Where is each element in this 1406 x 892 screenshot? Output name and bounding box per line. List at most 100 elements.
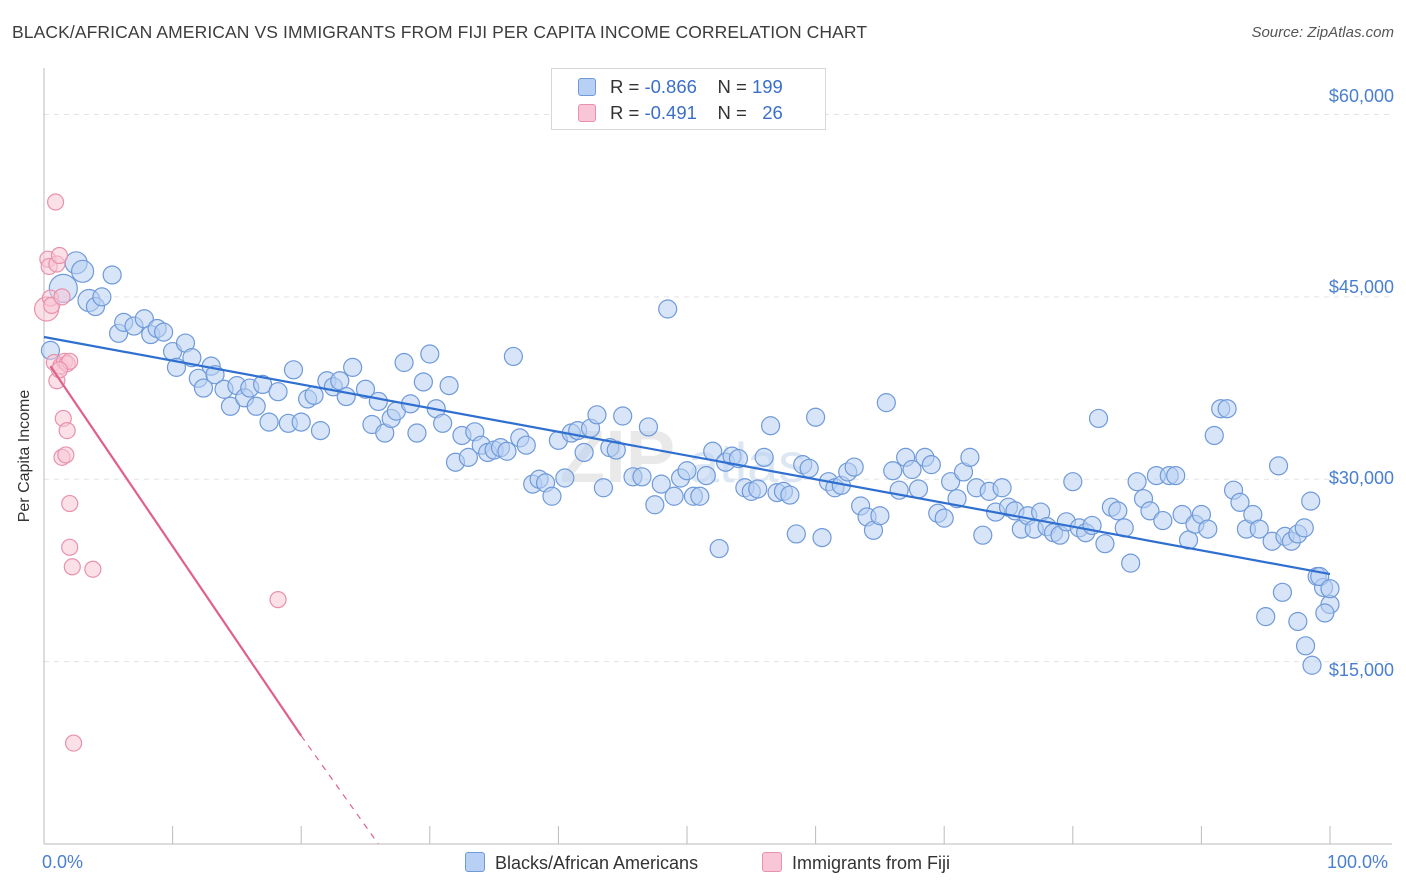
blue-data-point xyxy=(844,457,864,477)
blue-data-point xyxy=(343,357,363,377)
blue-data-point xyxy=(503,346,523,367)
blue-data-point xyxy=(1063,472,1083,492)
pink-trend-line xyxy=(49,365,303,737)
n-label: N = xyxy=(717,102,747,123)
blue-data-point xyxy=(1095,534,1115,554)
blue-data-point xyxy=(812,527,832,548)
r-value: -0.491 xyxy=(644,102,697,123)
blue-data-point xyxy=(908,479,929,499)
pink-swatch xyxy=(578,104,596,122)
blue-data-point xyxy=(153,322,174,342)
n-label: N = xyxy=(717,76,747,97)
blue-data-point xyxy=(677,461,697,481)
blue-data-point xyxy=(658,299,678,319)
blue-swatch xyxy=(578,78,596,96)
blue-data-point xyxy=(1230,492,1250,512)
pink-data-point xyxy=(61,494,79,513)
pink-data-point xyxy=(58,422,76,440)
blue-data-point xyxy=(516,435,536,455)
blue-data-point xyxy=(902,459,922,480)
blue-data-point xyxy=(870,506,890,526)
blue-data-point xyxy=(542,486,562,506)
r-value: -0.866 xyxy=(644,76,697,97)
r-label: R = xyxy=(610,76,640,97)
blue-data-point xyxy=(336,386,356,407)
blue-data-point xyxy=(259,412,279,432)
blue-data-point xyxy=(220,396,241,416)
blue-data-point xyxy=(780,485,800,505)
blue-data-point xyxy=(1198,519,1218,539)
blue-trend-line xyxy=(43,335,1331,576)
blue-data-point xyxy=(1166,465,1186,486)
blue-data-point xyxy=(1295,636,1316,656)
y-axis-label: Per Capita Income xyxy=(16,389,33,523)
blue-data-point xyxy=(960,447,980,467)
blue-data-point xyxy=(1288,611,1308,632)
pink-data-point xyxy=(53,288,71,306)
blue-data-point xyxy=(355,379,376,399)
pink-data-point xyxy=(84,560,102,578)
blue-data-point xyxy=(805,407,826,427)
blue-data-point xyxy=(709,538,729,559)
pink-swatch xyxy=(762,852,782,872)
blue-data-point xyxy=(497,441,517,461)
blue-data-point xyxy=(664,486,684,506)
blue-data-point xyxy=(876,393,896,413)
blue-data-point xyxy=(651,474,671,494)
blue-data-point xyxy=(1217,399,1237,419)
y-tick-label: $30,000 xyxy=(1328,468,1394,488)
n-value: 26 xyxy=(762,102,783,123)
pink-data-point xyxy=(50,246,69,265)
blue-data-point xyxy=(1272,582,1293,602)
pink-data-point xyxy=(46,193,65,211)
trend-lines xyxy=(43,335,1331,845)
blue-data-point xyxy=(632,467,652,487)
blue-data-point xyxy=(934,508,954,528)
blue-data-point xyxy=(992,478,1012,498)
legend-item-blacks: Blacks/African Americans xyxy=(465,852,698,874)
blue-data-point xyxy=(182,348,202,368)
blue-data-point xyxy=(458,447,478,467)
axes xyxy=(43,68,1392,845)
blue-data-point xyxy=(70,259,95,283)
source-label: Source: ZipAtlas.com xyxy=(1251,24,1394,41)
blue-data-point xyxy=(1301,491,1321,511)
blue-data-point xyxy=(555,468,575,488)
blue-data-point xyxy=(92,287,112,307)
blue-data-point xyxy=(1153,510,1173,531)
blue-data-point xyxy=(593,478,614,498)
blue-data-point xyxy=(1121,553,1141,573)
blue-data-point xyxy=(1302,655,1322,675)
blue-data-point xyxy=(1127,472,1147,492)
blue-data-point xyxy=(102,265,122,285)
blue-data-point xyxy=(947,489,967,509)
blue-data-point xyxy=(1256,607,1276,627)
blue-data-point xyxy=(1294,518,1314,538)
blue-data-point xyxy=(420,344,440,364)
legend-label: Blacks/African Americans xyxy=(495,853,699,873)
pink-trend-extension xyxy=(300,735,379,845)
blue-data-point xyxy=(613,406,633,426)
blue-data-point xyxy=(439,376,459,396)
blue-data-point xyxy=(283,360,304,380)
blue-data-point xyxy=(690,486,710,506)
blue-data-point xyxy=(760,416,781,436)
blue-swatch xyxy=(465,852,485,872)
legend-item-fiji: Immigrants from Fiji xyxy=(762,852,950,874)
pink-data-point xyxy=(61,538,79,556)
blue-data-point xyxy=(645,495,665,515)
y-tick-label: $60,000 xyxy=(1328,86,1394,106)
blue-data-point xyxy=(368,391,388,412)
blue-data-point xyxy=(1268,456,1289,476)
blue-data-point xyxy=(1140,501,1160,521)
pink-data-point xyxy=(63,558,81,576)
x-tick-label: 100.0% xyxy=(1327,852,1389,872)
n-value: 199 xyxy=(751,76,783,97)
blue-data-point xyxy=(921,455,941,475)
blue-data-point xyxy=(291,412,311,432)
pink-data-point xyxy=(269,591,287,609)
blue-data-point xyxy=(799,458,819,478)
pink-data-point xyxy=(57,446,75,464)
blue-data-point xyxy=(394,352,414,373)
y-tick-label: $15,000 xyxy=(1328,660,1394,680)
